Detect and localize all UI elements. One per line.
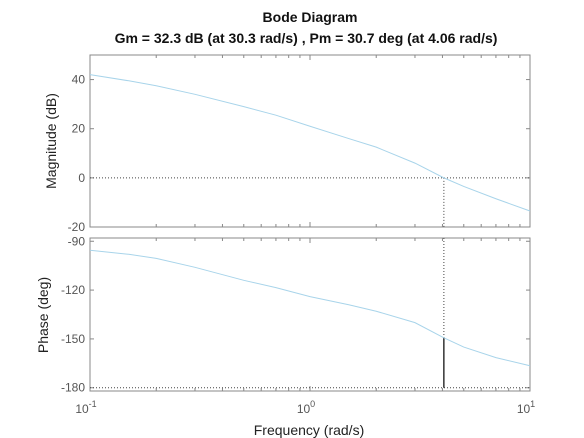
magnitude-axes-frame xyxy=(89,54,531,228)
x-tick-label: 10-1 xyxy=(75,399,96,416)
chart-subtitle: Gm = 32.3 dB (at 30.3 rad/s) , Pm = 30.7… xyxy=(115,30,498,46)
phase-y-tick-label: -90 xyxy=(68,234,86,248)
magnitude-y-tick-label: 20 xyxy=(72,122,86,136)
phase-curve xyxy=(89,249,531,367)
magnitude-y-tick-label: -20 xyxy=(68,220,86,234)
magnitude-x-ticks xyxy=(89,55,531,227)
magnitude-curve xyxy=(89,74,531,212)
phase-y-tick-label: -120 xyxy=(61,283,85,297)
magnitude-y-ticks: -20 0 20 40 xyxy=(68,73,530,234)
phase-subplot: -180 -150 -120 -90 Phase (deg) xyxy=(35,234,531,395)
phase-y-axis-label: Phase (deg) xyxy=(35,277,51,353)
phase-axes-frame xyxy=(89,237,531,392)
phase-y-tick-label: -180 xyxy=(61,381,85,395)
x-tick-labels: 10-1 100 101 xyxy=(75,399,535,416)
magnitude-y-tick-label: 40 xyxy=(72,73,86,87)
phase-y-ticks: -180 -150 -120 -90 xyxy=(61,234,530,395)
x-tick-label: 100 xyxy=(297,399,315,416)
magnitude-y-tick-label: 0 xyxy=(78,171,85,185)
phase-x-ticks xyxy=(89,238,531,391)
chart-title: Bode Diagram xyxy=(263,9,358,25)
phase-y-tick-label: -150 xyxy=(61,332,85,346)
x-tick-label: 101 xyxy=(517,399,535,416)
x-axis-label: Frequency (rad/s) xyxy=(254,422,364,438)
magnitude-y-axis-label: Magnitude (dB) xyxy=(43,93,59,189)
magnitude-subplot: -20 0 20 40 Magnitude (dB) xyxy=(43,54,531,234)
